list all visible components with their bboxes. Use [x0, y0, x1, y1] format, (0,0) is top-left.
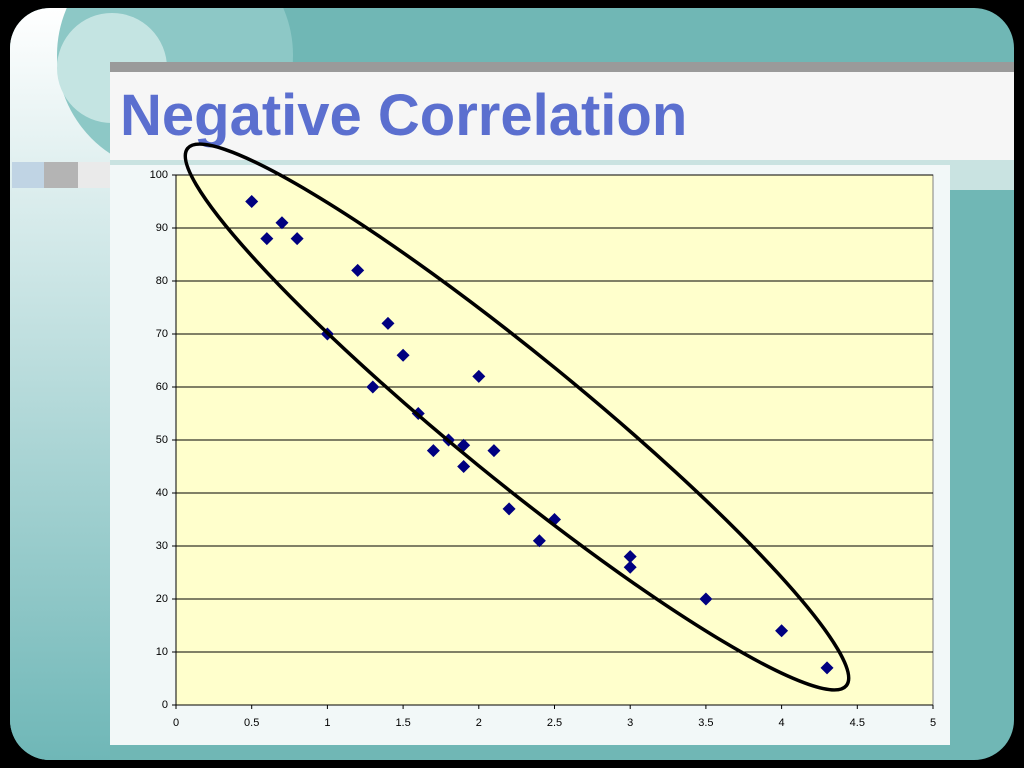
scatter-point — [290, 232, 304, 246]
y-tick-label: 0 — [162, 699, 168, 711]
scatter-point — [366, 380, 380, 394]
x-tick-label: 1 — [324, 717, 330, 729]
x-tick-label: 3 — [627, 717, 633, 729]
y-tick-label: 90 — [156, 222, 168, 234]
y-tick-label: 40 — [156, 487, 168, 499]
scatter-point — [532, 534, 546, 548]
scatter-point — [396, 348, 410, 362]
scatter-point — [351, 263, 365, 277]
scatter-point — [426, 444, 440, 458]
scatter-point — [457, 460, 471, 473]
y-tick-label: 100 — [150, 169, 168, 181]
x-tick-label: 5 — [930, 717, 936, 729]
y-tick-label: 30 — [156, 540, 168, 552]
scatter-point — [260, 232, 274, 246]
scatter-point — [381, 316, 395, 330]
y-tick-label: 10 — [156, 646, 168, 658]
x-tick-label: 4.5 — [850, 717, 865, 729]
x-tick-label: 0.5 — [244, 717, 259, 729]
y-tick-label: 50 — [156, 434, 168, 446]
x-tick-label: 0 — [173, 717, 179, 729]
x-tick-label: 3.5 — [698, 717, 713, 729]
x-tick-label: 2.5 — [547, 717, 562, 729]
scatter-point — [623, 560, 637, 574]
scatter-point — [275, 216, 289, 230]
scatter-point — [775, 624, 789, 638]
scatter-point — [245, 195, 259, 208]
scatter-point — [623, 550, 637, 564]
scatter-point — [472, 369, 486, 383]
x-tick-label: 4 — [779, 717, 785, 729]
chart-title: Negative Correlation — [120, 83, 687, 148]
scatter-point — [502, 502, 516, 516]
y-tick-label: 80 — [156, 275, 168, 287]
scatter-point — [820, 661, 834, 675]
highlight-ellipse — [183, 142, 851, 692]
y-tick-label: 70 — [156, 328, 168, 340]
x-tick-label: 2 — [476, 717, 482, 729]
scatter-point — [699, 592, 713, 606]
x-tick-label: 1.5 — [395, 717, 410, 729]
y-tick-label: 60 — [156, 381, 168, 393]
y-tick-label: 20 — [156, 593, 168, 605]
scatter-point — [487, 444, 501, 458]
